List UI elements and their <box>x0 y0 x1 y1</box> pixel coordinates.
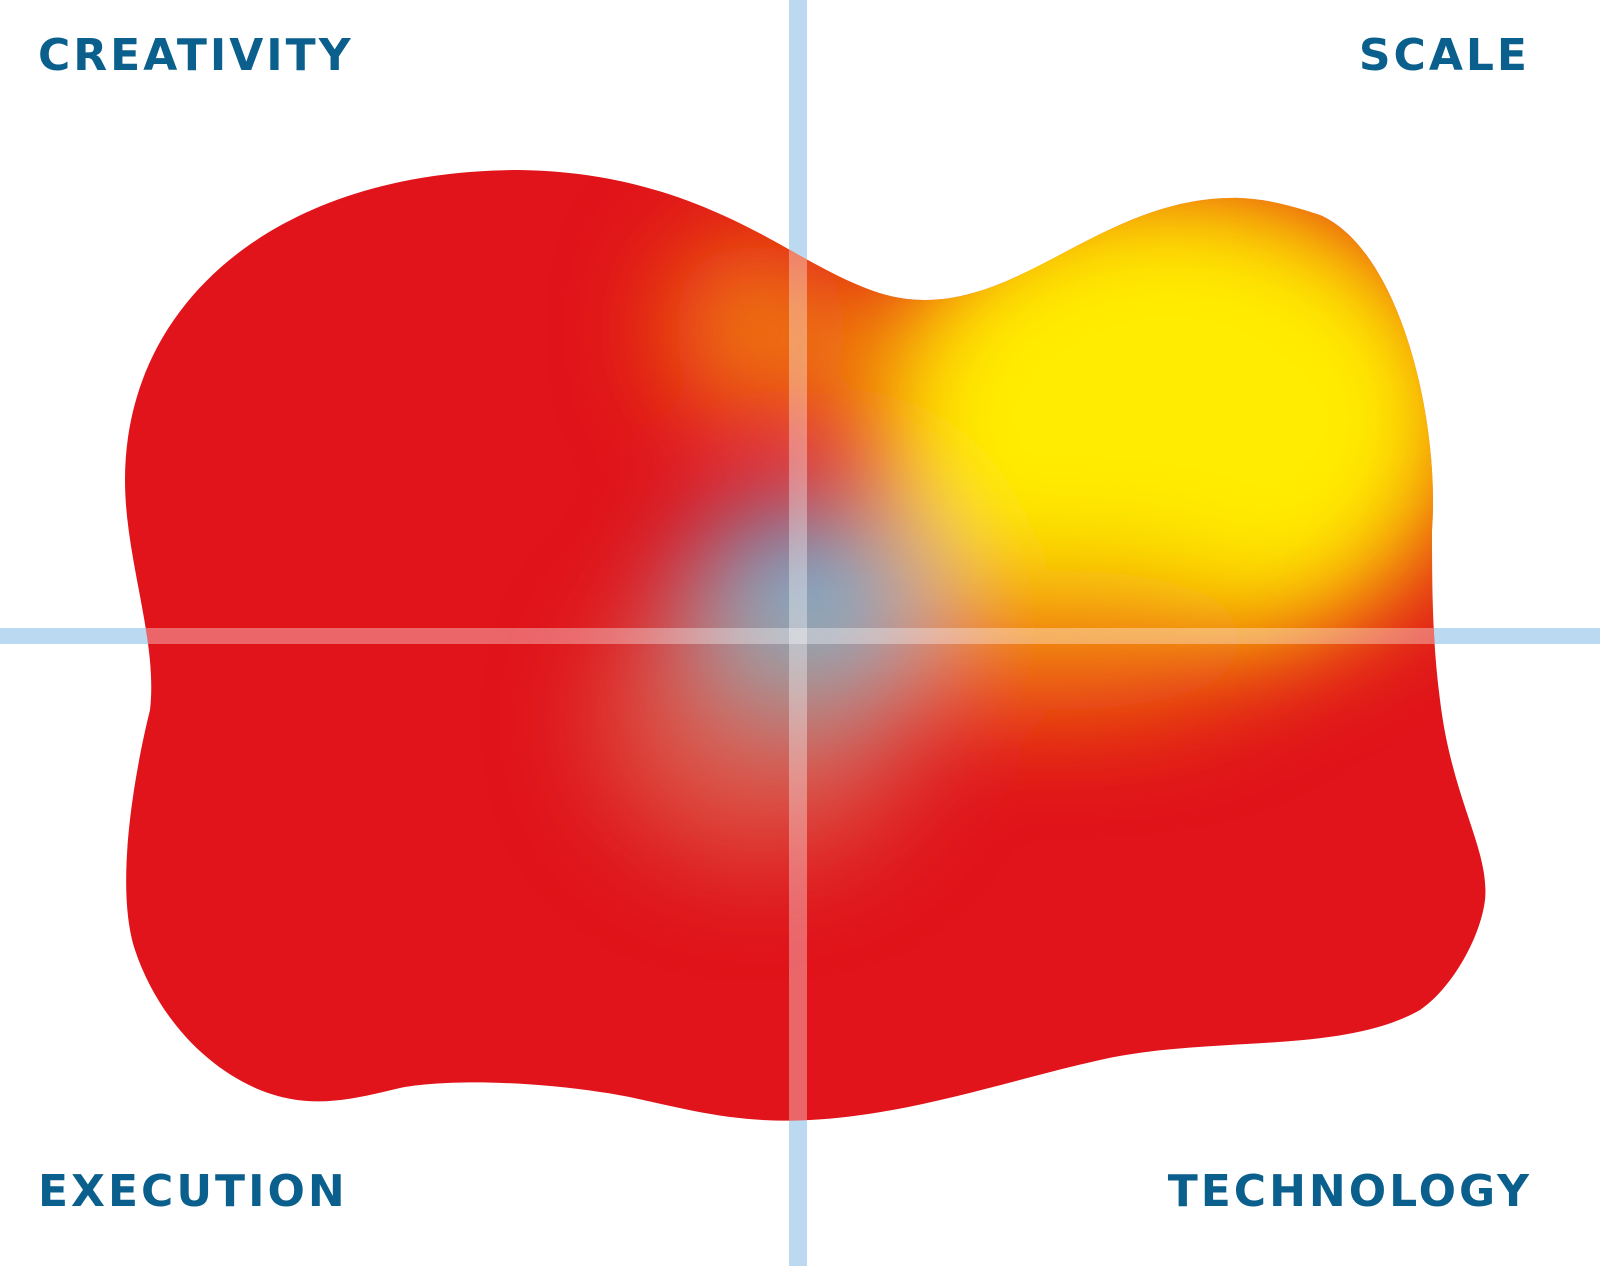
label-scale: SCALE <box>1358 30 1530 81</box>
label-execution: EXECUTION <box>38 1166 348 1217</box>
label-creativity: CREATIVITY <box>38 30 354 81</box>
label-technology: TECHNOLOGY <box>1167 1166 1532 1217</box>
